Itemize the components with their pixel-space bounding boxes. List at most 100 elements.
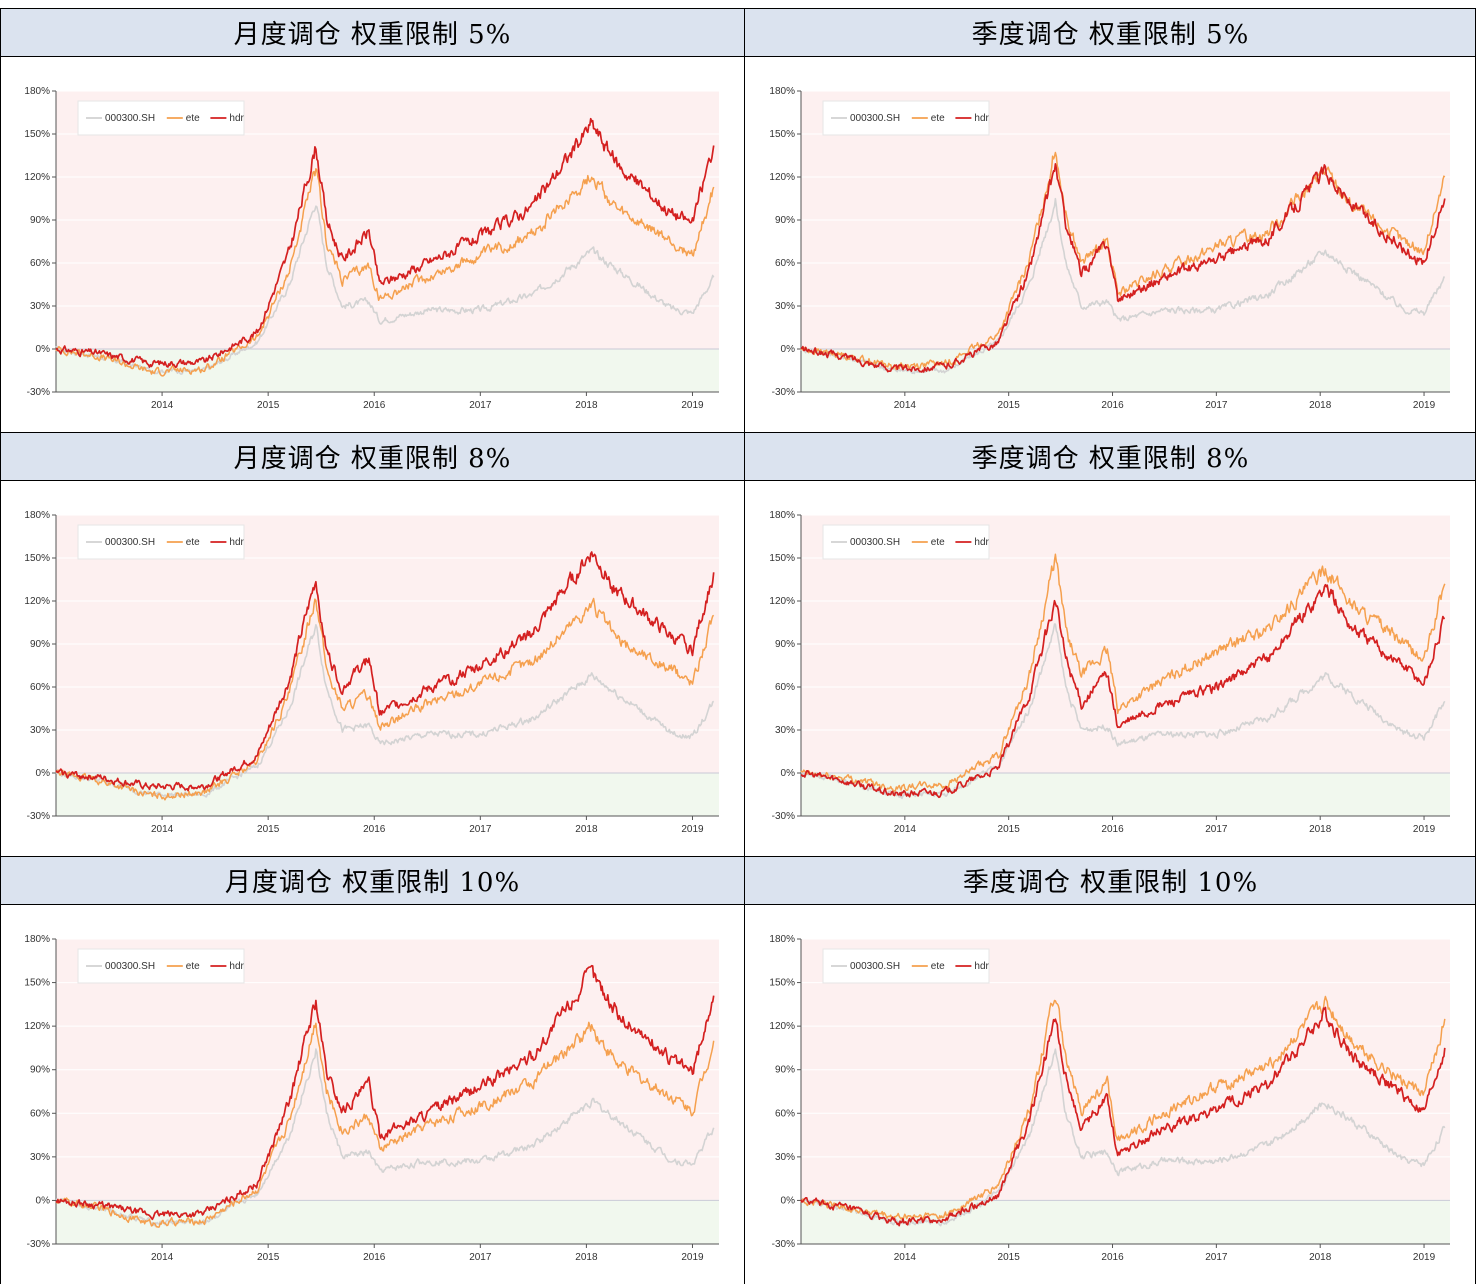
legend-label: ete [931, 113, 945, 124]
x-tick-label: 2018 [575, 400, 598, 411]
y-tick-label: 0% [781, 768, 796, 779]
chart-monthly-5: 180% 150% 120% 90% 60% 30% 0% -30% 2014 2015 2016 2… [24, 86, 719, 411]
legend-label: 000300.SH [850, 961, 900, 972]
table-border-row2 [0, 856, 1476, 857]
y-tick-label: 180% [24, 934, 50, 945]
x-tick-label: 2014 [894, 1252, 917, 1263]
panel-title: 月度调仓 权重限制 5% [0, 8, 745, 57]
table-border-row1 [0, 432, 1476, 433]
y-tick-label: 150% [24, 553, 50, 564]
y-tick-label: -30% [27, 811, 50, 822]
chart-quarterly-5: 180% 150% 120% 90% 60% 30% 0% -30% 2014 2015 2016 2… [769, 86, 1450, 411]
legend-label: hdr [974, 537, 989, 548]
x-tick-label: 2015 [257, 1252, 280, 1263]
y-tick-label: -30% [772, 1239, 795, 1250]
panel-title: 月度调仓 权重限制 8% [0, 432, 745, 481]
x-tick-label: 2019 [681, 1252, 704, 1263]
legend-label: hdr [229, 537, 244, 548]
y-tick-label: 120% [769, 596, 795, 607]
negative-region [801, 1200, 1450, 1244]
y-tick-label: 90% [30, 215, 50, 226]
x-tick-label: 2019 [681, 400, 704, 411]
x-tick-label: 2015 [998, 1252, 1021, 1263]
y-tick-label: 60% [775, 258, 795, 269]
series-line-000300sh [55, 624, 715, 799]
negative-region [56, 773, 719, 816]
x-tick-label: 2016 [363, 1252, 386, 1263]
panel-title: 月度调仓 权重限制 10% [0, 856, 745, 905]
series-line-ete [800, 995, 1446, 1221]
y-tick-label: 180% [769, 86, 795, 97]
y-tick-label: 30% [30, 301, 50, 312]
x-tick-label: 2016 [1101, 824, 1124, 835]
x-tick-label: 2016 [363, 400, 386, 411]
legend-label: ete [931, 537, 945, 548]
chart-grid: 月度调仓 权重限制 5% 180% 150% 120% 90% 60% 30% 0% -30%… [0, 8, 1476, 1284]
y-tick-label: -30% [772, 811, 795, 822]
series-line-hdr [800, 583, 1445, 799]
series-line-ete [55, 1021, 715, 1228]
y-tick-label: 0% [781, 344, 796, 355]
panel-title: 季度调仓 权重限制 5% [745, 8, 1476, 57]
series-line-ete [800, 151, 1446, 371]
legend-label: 000300.SH [850, 537, 900, 548]
legend-label: hdr [229, 961, 244, 972]
x-tick-label: 2019 [1413, 1252, 1436, 1263]
y-tick-label: 60% [30, 682, 50, 693]
series-line-ete [55, 168, 715, 377]
x-tick-label: 2014 [151, 824, 174, 835]
chart-monthly-10: 180% 150% 120% 90% 60% 30% 0% -30% 2014 2015 2016 2… [24, 934, 719, 1263]
y-tick-label: 60% [30, 258, 50, 269]
y-tick-label: 120% [769, 1021, 795, 1032]
y-tick-label: 30% [775, 1152, 795, 1163]
panel-3: 月度调仓 权重限制 8% 180% 150% 120% 90% 60% 30% 0% -30%… [0, 432, 745, 856]
x-tick-label: 2019 [1413, 400, 1436, 411]
x-tick-label: 2014 [151, 400, 174, 411]
legend-label: ete [186, 537, 200, 548]
y-tick-label: 150% [24, 978, 50, 989]
panel-title: 季度调仓 权重限制 10% [745, 856, 1476, 905]
y-tick-label: 90% [775, 1065, 795, 1076]
legend-label: hdr [974, 961, 989, 972]
y-tick-label: 60% [775, 682, 795, 693]
y-tick-label: 30% [30, 725, 50, 736]
series-line-hdr [55, 551, 715, 792]
series-line-hdr [800, 1006, 1446, 1227]
x-tick-label: 2017 [469, 824, 492, 835]
x-tick-label: 2017 [1205, 1252, 1228, 1263]
y-tick-label: 180% [769, 934, 795, 945]
y-tick-label: 150% [24, 129, 50, 140]
table-border-left [0, 8, 1, 1284]
negative-region [801, 349, 1450, 392]
x-tick-label: 2014 [151, 1252, 174, 1263]
y-tick-label: 60% [775, 1108, 795, 1119]
legend-label: ete [931, 961, 945, 972]
panel-6: 季度调仓 权重限制 10% 180% 150% 120% 90% 60% 30% 0% -30… [745, 856, 1476, 1284]
series-line-ete [55, 597, 715, 801]
y-tick-label: 30% [775, 301, 795, 312]
legend-label: hdr [229, 113, 244, 124]
x-tick-label: 2018 [1309, 400, 1332, 411]
chart-quarterly-8: 180% 150% 120% 90% 60% 30% 0% -30% 2014 2015 2016 2… [769, 510, 1450, 835]
x-tick-label: 2015 [257, 824, 280, 835]
x-tick-label: 2018 [1309, 824, 1332, 835]
legend-label: hdr [974, 113, 989, 124]
y-tick-label: -30% [27, 387, 50, 398]
y-tick-label: 90% [30, 1065, 50, 1076]
chart-monthly-8: 180% 150% 120% 90% 60% 30% 0% -30% 2014 2015 2016 2… [24, 510, 719, 835]
legend-label: 000300.SH [105, 113, 155, 124]
series-line-hdr [800, 163, 1446, 373]
y-tick-label: 30% [775, 725, 795, 736]
y-tick-label: 180% [24, 510, 50, 521]
series-line-000300sh [800, 623, 1446, 800]
y-tick-label: 30% [30, 1152, 50, 1163]
y-tick-label: 90% [775, 215, 795, 226]
y-tick-label: 150% [769, 978, 795, 989]
y-tick-label: 180% [769, 510, 795, 521]
x-tick-label: 2018 [575, 824, 598, 835]
x-tick-label: 2017 [469, 1252, 492, 1263]
panel-5: 月度调仓 权重限制 10% 180% 150% 120% 90% 60% 30% 0% -30… [0, 856, 745, 1284]
x-tick-label: 2014 [894, 400, 917, 411]
x-tick-label: 2017 [1205, 400, 1228, 411]
y-tick-label: 120% [24, 1021, 50, 1032]
